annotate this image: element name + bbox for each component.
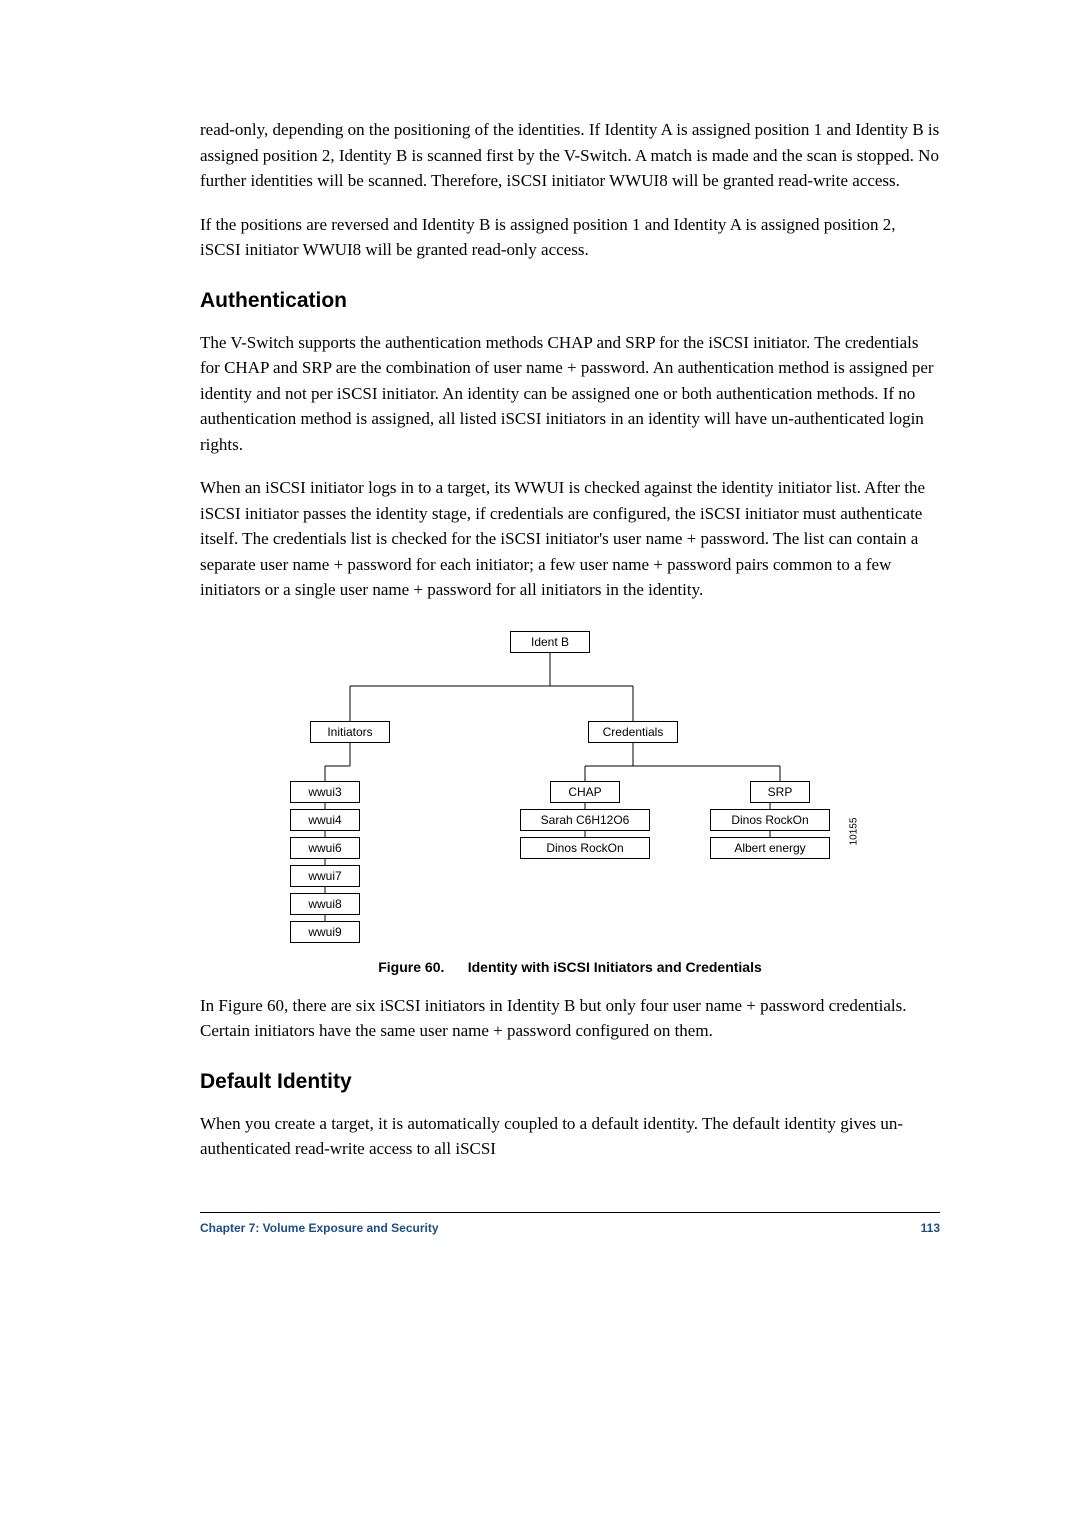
node-wwui6: wwui6 [290, 837, 360, 859]
diagram-side-label: 10155 [848, 817, 859, 845]
heading-authentication: Authentication [200, 289, 940, 313]
heading-default-identity: Default Identity [200, 1070, 940, 1094]
node-root: Ident B [510, 631, 590, 653]
node-albert: Albert energy [710, 837, 830, 859]
page-footer: Chapter 7: Volume Exposure and Security … [200, 1212, 940, 1235]
footer-page-number: 113 [921, 1221, 940, 1235]
paragraph-3: The V-Switch supports the authentication… [200, 330, 940, 458]
paragraph-6: When you create a target, it is automati… [200, 1111, 940, 1162]
figure-number: Figure 60. [378, 959, 444, 975]
node-wwui9: wwui9 [290, 921, 360, 943]
paragraph-5: In Figure 60, there are six iSCSI initia… [200, 993, 940, 1044]
node-wwui7: wwui7 [290, 865, 360, 887]
node-srp: SRP [750, 781, 810, 803]
figure-caption: Figure 60. Identity with iSCSI Initiator… [200, 959, 940, 975]
footer-chapter: Chapter 7: Volume Exposure and Security [200, 1221, 439, 1235]
node-wwui8: wwui8 [290, 893, 360, 915]
node-sarah: Sarah C6H12O6 [520, 809, 650, 831]
figure-60: Ident B Initiators Credentials wwui3 wwui4 ww… [200, 631, 940, 975]
figure-title: Identity with iSCSI Initiators and Crede… [468, 959, 762, 975]
paragraph-1: read-only, depending on the positioning … [200, 117, 940, 194]
node-wwui3: wwui3 [290, 781, 360, 803]
node-dinos1: Dinos RockOn [520, 837, 650, 859]
diagram-canvas: Ident B Initiators Credentials wwui3 wwui4 ww… [250, 631, 890, 951]
paragraph-4: When an iSCSI initiator logs in to a tar… [200, 475, 940, 603]
paragraph-2: If the positions are reversed and Identi… [200, 212, 940, 263]
node-chap: CHAP [550, 781, 620, 803]
node-initiators: Initiators [310, 721, 390, 743]
node-credentials: Credentials [588, 721, 678, 743]
node-wwui4: wwui4 [290, 809, 360, 831]
node-dinos2: Dinos RockOn [710, 809, 830, 831]
